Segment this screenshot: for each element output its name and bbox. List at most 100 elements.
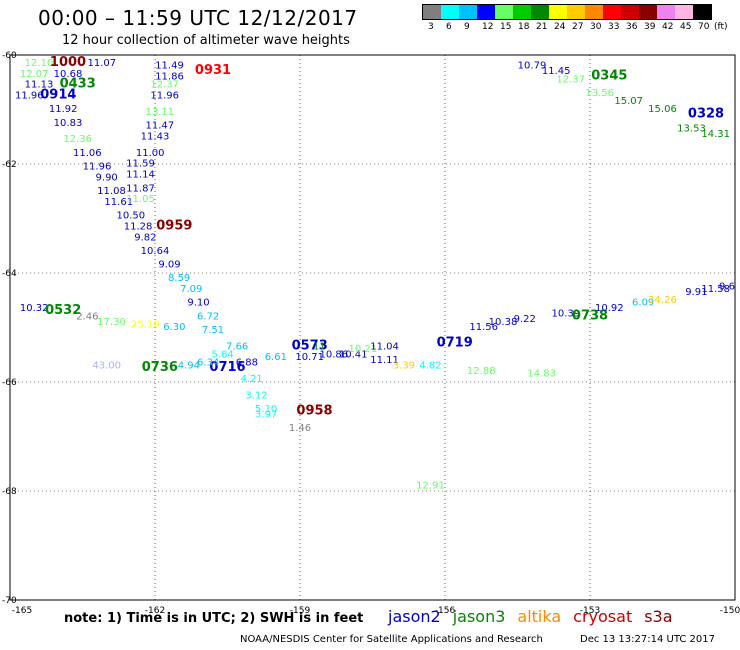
wave-height-label: 11.28 [124, 221, 153, 232]
wave-height-label: 4.94 [178, 360, 200, 371]
pass-time-label: 0959 [156, 218, 192, 233]
wave-height-label: 14.83 [527, 369, 556, 380]
wave-height-label: 43.00 [92, 360, 121, 371]
y-tick-label: -60 [2, 51, 17, 61]
pass-time-label: 0914 [40, 88, 76, 103]
colorbar-level-label: 70 [698, 22, 710, 32]
wave-height-label: 3.39 [393, 360, 415, 371]
wave-height-label: 11.00 [136, 148, 165, 159]
pass-time-label: 0738 [572, 308, 608, 323]
colorbar-swatch [639, 5, 657, 19]
colorbar-level-label: 12 [482, 22, 494, 32]
wave-height-label: 9.90 [96, 172, 118, 183]
wave-height-label: 15.07 [614, 96, 643, 107]
wave-height-label: 11 [313, 341, 326, 352]
wave-height-label: 10.64 [141, 246, 170, 257]
wave-height-label: 13.11 [146, 107, 175, 118]
pass-time-label: 0314 [533, 44, 569, 59]
wave-height-label: 8.59 [168, 273, 190, 284]
wave-height-label: 11.45 [542, 66, 571, 77]
colorbar-level-label: 24 [554, 22, 566, 32]
wave-height-label: 10.63 [124, 47, 153, 58]
wave-height-label: 7.09 [180, 284, 202, 295]
wave-height-label: 11.06 [73, 148, 102, 159]
wave-height-label: 10.68 [54, 69, 83, 80]
legend-altika: altika [517, 607, 562, 626]
pass-time-label: 0958 [296, 404, 332, 419]
wave-height-label: 11.59 [126, 159, 155, 170]
y-tick-label: -64 [2, 269, 17, 279]
colorbar-swatch [693, 5, 711, 19]
chart-title: 00:00 – 11:59 UTC 12/12/2017 [38, 6, 358, 30]
colorbar-level-label: 39 [644, 22, 656, 32]
wave-height-label: 11.58 [701, 284, 730, 295]
colorbar-level-label: 9 [464, 22, 470, 32]
pass-time-label: 0433 [60, 77, 96, 92]
x-tick-label: -162 [145, 606, 165, 616]
colorbar-level-label: 30 [590, 22, 602, 32]
x-tick-label: -150 [720, 606, 740, 616]
pass-time-label: 0532 [45, 303, 81, 318]
pass-time-label: 0716 [209, 360, 245, 375]
wave-height-label: 3.97 [255, 409, 277, 420]
wave-height-label: 6.30 [163, 322, 185, 333]
colorbar-level-label: 33 [608, 22, 620, 32]
wave-height-label: 5.84 [212, 349, 234, 360]
legend-cryosat: cryosat [573, 607, 633, 626]
wave-height-label: 3.12 [245, 390, 267, 401]
colorbar-swatch [603, 5, 621, 19]
wave-height-label: 6.88 [236, 358, 258, 369]
wave-height-label: 11.13 [25, 80, 54, 91]
colorbar-swatch [441, 5, 459, 19]
credit-org: NOAA/NESDIS Center for Satellite Applica… [240, 634, 543, 645]
x-tick-label: -159 [290, 606, 311, 616]
credit-timestamp: Dec 13 13:27:14 UTC 2017 [580, 634, 715, 645]
colorbar-swatch [585, 5, 603, 19]
wave-height-label: 24.26 [648, 295, 677, 306]
y-tick-label: -70 [2, 596, 17, 606]
colorbar-level-label: 27 [572, 22, 584, 32]
wave-height-label: 15.06 [648, 104, 677, 115]
x-tick-label: -165 [12, 606, 32, 616]
satellite-legend: jason2 jason3 altika cryosat s3a [388, 607, 673, 626]
wave-height-label: 11.08 [97, 186, 126, 197]
wave-height-label: 10.83 [54, 118, 83, 129]
wave-height-label: 25.10 [131, 320, 160, 331]
wave-height-label: 17.30 [97, 317, 126, 328]
wave-height-label: 11.86 [155, 72, 184, 83]
wave-height-label: 12.91 [416, 480, 445, 491]
wave-height-label: 6.72 [197, 311, 219, 322]
wave-height-label: 12.07 [20, 69, 49, 80]
wave-height-label: 11.14 [126, 170, 155, 181]
axis-ticks: -165 -162 -159 -156 -153 -150 -60 -62 -64 -66 -68 -… [2, 51, 740, 616]
colorbar-level-label: 18 [518, 22, 530, 32]
wave-height-label: 10.79 [112, 47, 141, 58]
wave-height-label: 10.86 [320, 349, 349, 360]
wave-height-label: 11.73 [150, 47, 179, 58]
wave-height-label: 11.96 [83, 161, 112, 172]
y-tick-label: -68 [2, 487, 17, 497]
colorbar-level-label: 45 [680, 22, 692, 32]
wave-height-label: 11.56 [469, 322, 498, 333]
legend-jason3: jason3 [452, 607, 506, 626]
wave-height-label: 13.56 [585, 88, 614, 99]
pass-time-label: 0930 [195, 44, 231, 59]
wave-height-label: 6.09 [632, 298, 654, 309]
wave-height-label: 14.31 [701, 129, 730, 140]
wave-height-label: 9.09 [158, 260, 180, 271]
colorbar-level-label: 15 [500, 22, 512, 32]
wave-height-label: 10.32 [20, 303, 49, 314]
colorbar-swatch [531, 5, 549, 19]
wave-height-label: 13.53 [677, 123, 706, 134]
pass-time-label: 1000 [50, 55, 86, 70]
wave-height-label: 9.82 [134, 232, 156, 243]
wave-height-label: 11.43 [141, 131, 170, 142]
wave-height-label: 9.60 [719, 281, 740, 292]
wave-height-label: 11.49 [155, 61, 184, 72]
wave-height-label: 7.51 [202, 325, 224, 336]
y-tick-label: -62 [2, 160, 17, 170]
legend-note: note: 1) Time is in UTC; 2) SWH is in fe… [64, 611, 364, 626]
pass-time-label: 0345 [591, 69, 627, 84]
